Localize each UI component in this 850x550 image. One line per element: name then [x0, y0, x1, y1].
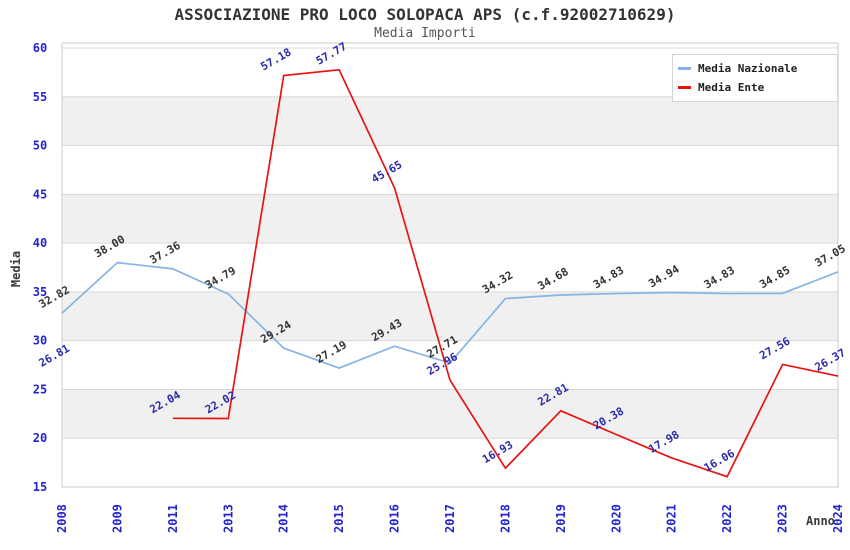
x-tick-label: 2016 [388, 504, 402, 533]
x-tick-label: 2018 [498, 504, 512, 533]
legend-item-media-nazionale: Media Nazionale [678, 62, 837, 75]
x-tick-label: 2019 [554, 504, 568, 533]
y-tick-label: 25 [33, 382, 47, 396]
legend-item-media-ente: Media Ente [678, 81, 837, 94]
x-tick-label: 2014 [277, 504, 291, 533]
y-tick-label: 35 [33, 285, 47, 299]
plot-band [62, 194, 838, 244]
y-tick-label: 55 [33, 90, 47, 104]
x-tick-label: 2024 [831, 504, 845, 533]
plot-band [62, 96, 838, 146]
y-tick-label: 15 [33, 480, 47, 494]
legend-label-media-ente: Media Ente [698, 81, 765, 94]
x-axis-title: Anno [806, 514, 835, 528]
data-label: 57.18 [258, 46, 293, 74]
data-label: 16.93 [480, 438, 515, 466]
data-label: 16.06 [702, 447, 738, 475]
series-line [172, 68, 839, 478]
x-tick-label: 2008 [55, 504, 69, 533]
data-label: 34.83 [702, 264, 737, 292]
data-label: 26.37 [813, 346, 848, 374]
data-label: 27.19 [314, 338, 349, 366]
legend: Media Nazionale Media Ente [672, 54, 838, 102]
data-label: 34.85 [757, 263, 792, 291]
plot-band [62, 389, 838, 439]
x-tick-label: 2015 [332, 504, 346, 533]
data-label: 34.94 [646, 262, 682, 290]
y-tick-label: 50 [33, 139, 47, 153]
x-tick-label: 2011 [166, 504, 180, 533]
media-nazionale-line-swatch [678, 67, 691, 70]
y-tick-label: 30 [33, 334, 47, 348]
chart-title: ASSOCIAZIONE PRO LOCO SOLOPACA APS (c.f.… [174, 5, 676, 24]
data-label: 34.68 [536, 265, 571, 293]
media-ente-line-swatch [678, 86, 691, 89]
x-tick-label: 2022 [720, 504, 734, 533]
data-label: 57.77 [314, 40, 349, 68]
plot-band [62, 291, 838, 341]
data-label: 37.05 [813, 242, 848, 270]
plot-border [61, 42, 839, 488]
y-tick-label: 20 [33, 431, 47, 445]
y-tick-label: 45 [33, 187, 47, 201]
x-tick-label: 2021 [665, 504, 679, 533]
series-line [61, 261, 839, 369]
x-tick-label: 2020 [609, 504, 623, 533]
chart-subtitle: Media Importi [374, 26, 476, 41]
y-tick-label: 60 [33, 41, 47, 55]
x-tick-label: 2009 [110, 504, 124, 533]
y-tick-label: 40 [33, 236, 47, 250]
data-label: 34.83 [591, 264, 626, 292]
data-label: 45.65 [369, 158, 404, 186]
x-tick-label: 2013 [221, 504, 235, 533]
data-label: 34.79 [203, 264, 238, 292]
x-tick-label: 2023 [776, 504, 790, 533]
x-tick-label: 2017 [443, 504, 457, 533]
legend-label-media-nazionale: Media Nazionale [698, 62, 798, 75]
